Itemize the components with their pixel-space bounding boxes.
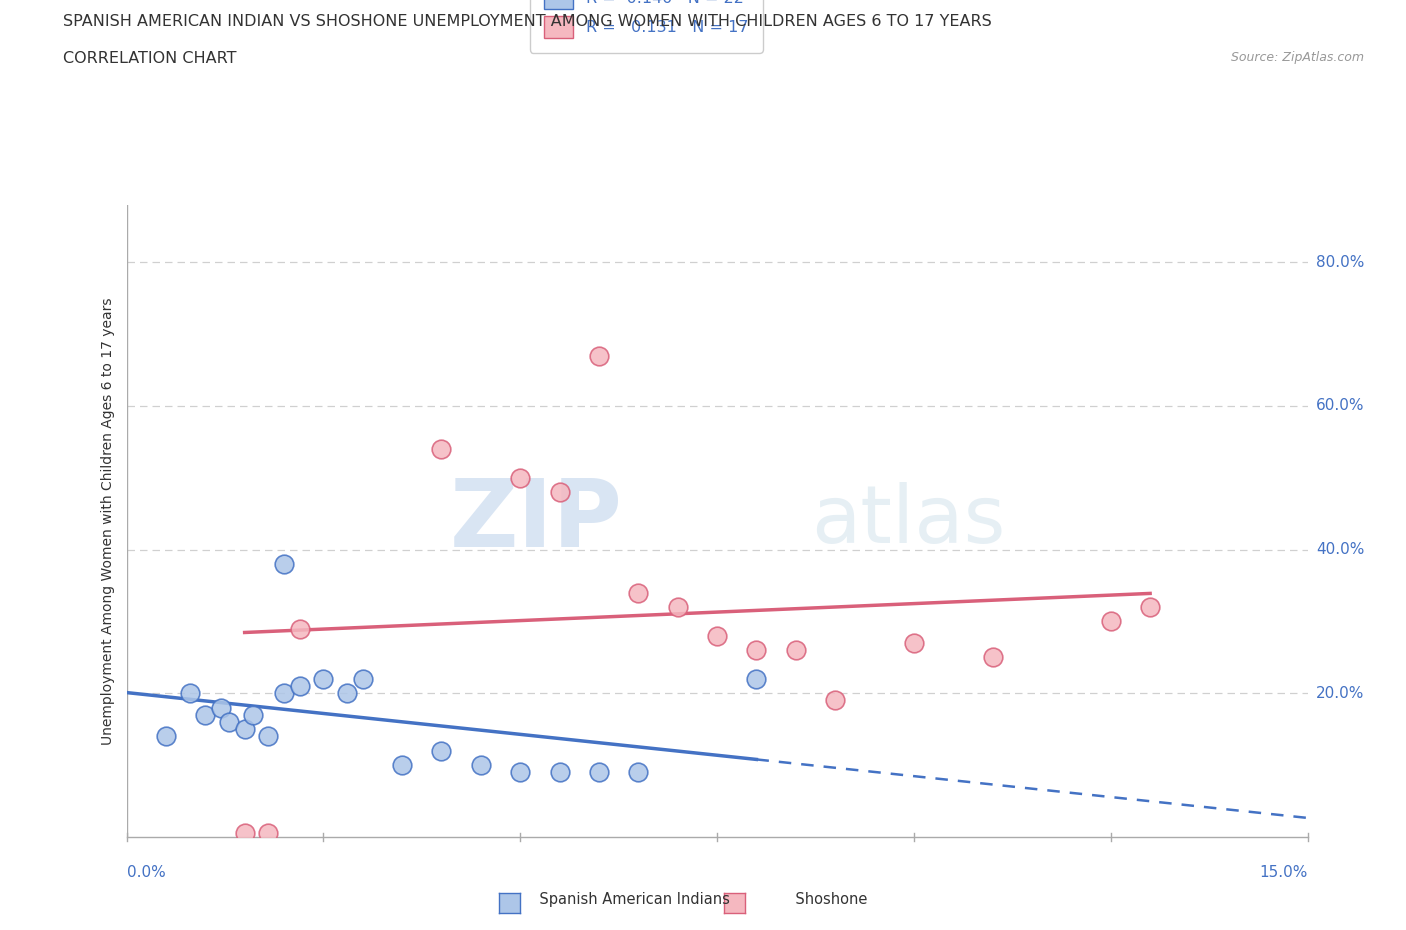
Point	[824, 693, 846, 708]
Point	[273, 556, 295, 571]
Point	[627, 585, 650, 600]
Point	[194, 708, 217, 723]
Text: 0.0%: 0.0%	[127, 865, 166, 880]
Y-axis label: Unemployment Among Women with Children Ages 6 to 17 years: Unemployment Among Women with Children A…	[101, 297, 115, 745]
Legend: R = -0.140   N = 22, R =   0.131   N = 17: R = -0.140 N = 22, R = 0.131 N = 17	[530, 0, 762, 53]
Point	[336, 685, 359, 700]
Point	[981, 650, 1004, 665]
Text: atlas: atlas	[811, 482, 1005, 560]
Point	[391, 758, 413, 773]
Text: Source: ZipAtlas.com: Source: ZipAtlas.com	[1230, 51, 1364, 64]
Point	[745, 643, 768, 658]
Point	[706, 629, 728, 644]
Point	[218, 714, 240, 729]
Text: 15.0%: 15.0%	[1260, 865, 1308, 880]
Point	[548, 764, 571, 779]
Point	[588, 348, 610, 363]
Text: Shoshone: Shoshone	[763, 892, 868, 907]
Text: ZIP: ZIP	[450, 475, 623, 566]
Text: 80.0%: 80.0%	[1316, 255, 1364, 270]
Point	[903, 635, 925, 650]
Point	[352, 671, 374, 686]
Point	[288, 679, 311, 694]
Point	[430, 743, 453, 758]
Point	[233, 722, 256, 737]
Point	[509, 764, 531, 779]
Point	[785, 643, 807, 658]
Text: CORRELATION CHART: CORRELATION CHART	[63, 51, 236, 66]
Text: 60.0%: 60.0%	[1316, 398, 1364, 413]
Text: 40.0%: 40.0%	[1316, 542, 1364, 557]
Point	[627, 764, 650, 779]
Point	[430, 442, 453, 457]
Text: 20.0%: 20.0%	[1316, 685, 1364, 701]
Point	[179, 685, 201, 700]
Point	[548, 485, 571, 499]
Point	[588, 764, 610, 779]
Point	[155, 729, 177, 744]
Point	[257, 729, 280, 744]
Point	[288, 621, 311, 636]
Point	[745, 671, 768, 686]
Point	[509, 471, 531, 485]
Point	[257, 826, 280, 841]
Point	[273, 685, 295, 700]
Point	[312, 671, 335, 686]
Point	[209, 700, 232, 715]
Text: Spanish American Indians: Spanish American Indians	[508, 892, 730, 907]
Point	[666, 600, 689, 615]
Point	[470, 758, 492, 773]
Point	[1099, 614, 1122, 629]
Point	[242, 708, 264, 723]
Point	[1139, 600, 1161, 615]
Text: SPANISH AMERICAN INDIAN VS SHOSHONE UNEMPLOYMENT AMONG WOMEN WITH CHILDREN AGES : SPANISH AMERICAN INDIAN VS SHOSHONE UNEM…	[63, 14, 993, 29]
Point	[233, 826, 256, 841]
